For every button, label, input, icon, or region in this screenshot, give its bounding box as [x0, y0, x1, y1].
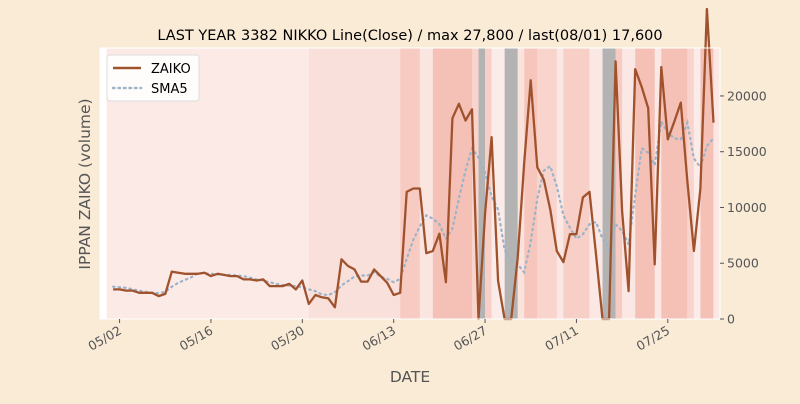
background-band — [661, 48, 688, 319]
x-axis-label: DATE — [390, 368, 430, 386]
background-band — [615, 48, 623, 319]
legend: ZAIKO SMA5 — [106, 54, 200, 102]
background-band — [308, 48, 401, 319]
y-tick-label: 20000 — [727, 88, 767, 103]
series-line-sma5 — [111, 118, 715, 297]
background-bands — [106, 48, 720, 319]
legend-label-zaiko: ZAIKO — [151, 62, 191, 77]
background-band — [504, 48, 518, 319]
background-band — [432, 48, 472, 319]
legend-box — [106, 54, 200, 102]
y-axis: 0 5000 10000 15000 20000 — [720, 88, 767, 327]
plot-frame — [99, 47, 721, 320]
chart-title: LAST YEAR 3382 NIKKO Line(Close) / max 2… — [157, 28, 662, 44]
plot-area — [99, 7, 721, 321]
background-band — [419, 48, 433, 319]
legend-label-sma5: SMA5 — [151, 82, 188, 97]
background-band — [556, 48, 564, 319]
y-tick-label: 5000 — [727, 256, 759, 271]
y-axis-label: IPPAN ZAIKO (volume) — [76, 98, 94, 269]
background-band — [713, 48, 720, 319]
background-band — [635, 48, 655, 319]
y-tick-label: 0 — [727, 312, 735, 327]
background-band — [537, 48, 557, 319]
series-lines — [111, 7, 715, 321]
background-band — [693, 48, 701, 319]
y-tick-label: 15000 — [727, 144, 767, 159]
background-band — [602, 48, 616, 319]
series-line-zaiko — [113, 7, 715, 321]
background-band — [687, 48, 694, 319]
background-band — [491, 48, 505, 319]
background-band — [563, 48, 590, 319]
background-band — [400, 48, 420, 319]
y-tick-label: 10000 — [727, 200, 767, 215]
background-band — [478, 48, 486, 319]
background-band — [517, 48, 525, 319]
background-band — [589, 48, 603, 319]
